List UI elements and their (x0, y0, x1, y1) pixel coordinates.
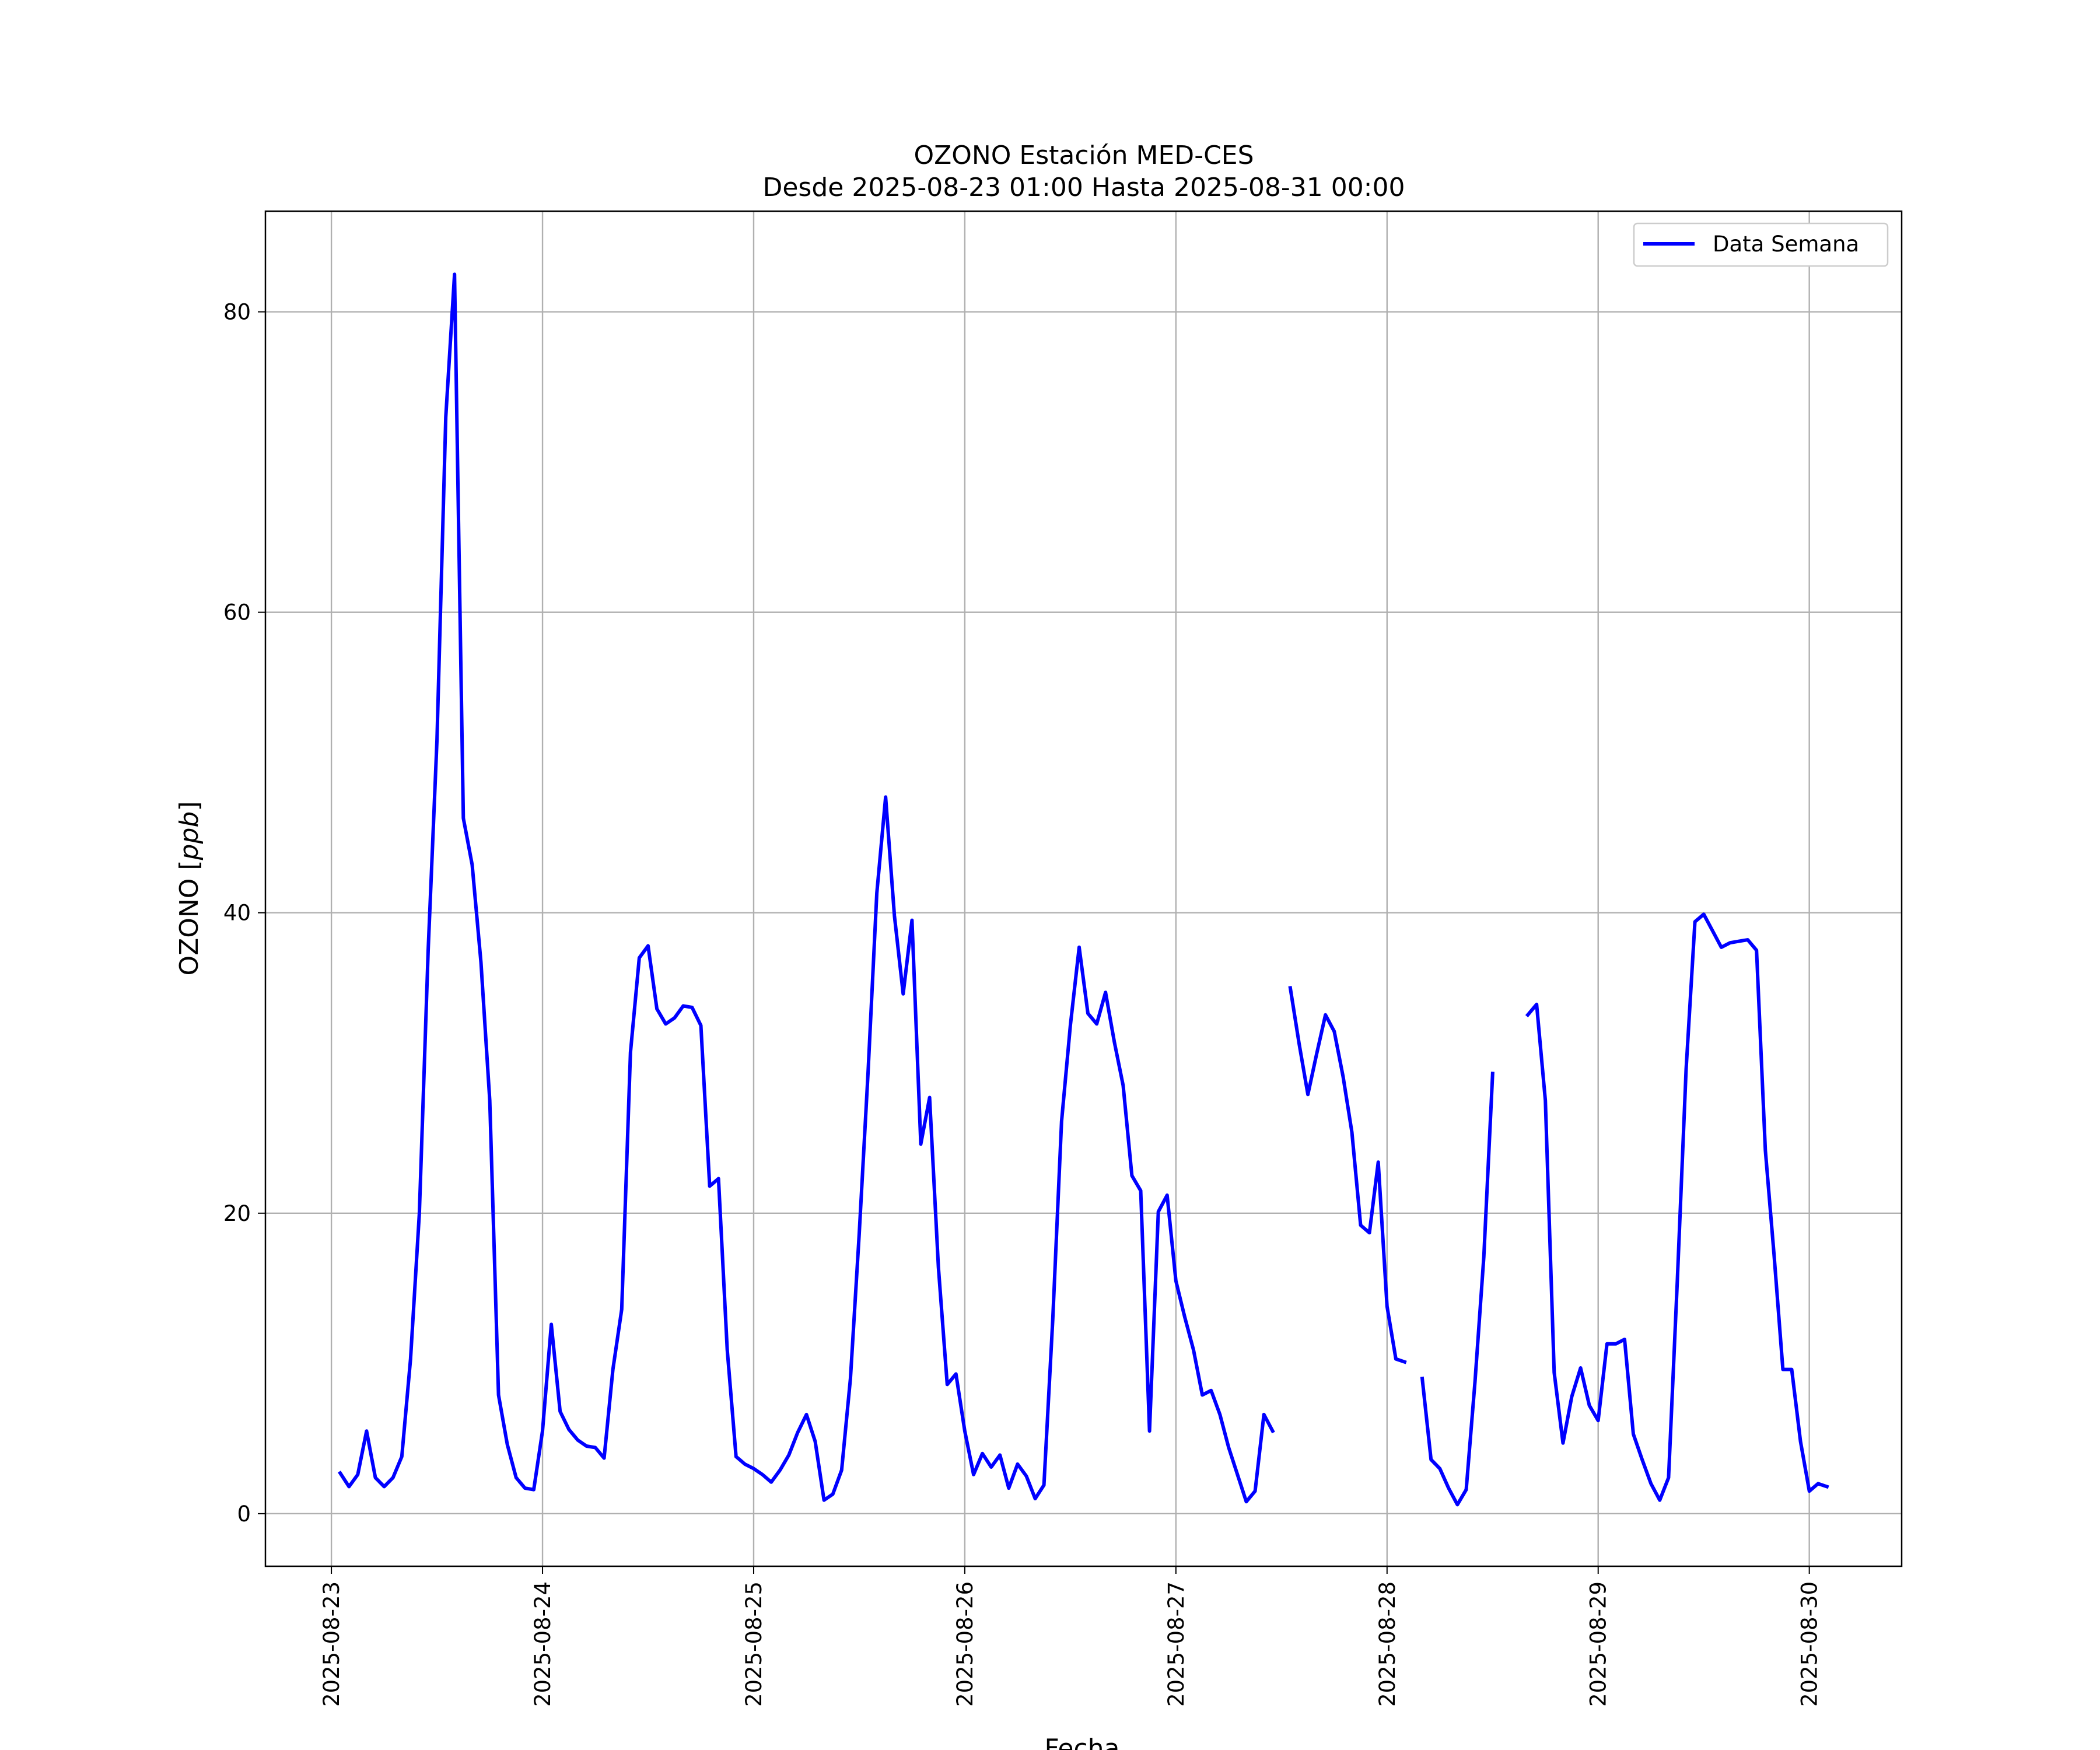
x-tick-label: 2025-08-26 (953, 1581, 978, 1707)
x-tick-label: 2025-08-30 (1797, 1581, 1822, 1707)
plot-frame (264, 210, 1903, 1567)
series-line-segment (1288, 986, 1407, 1364)
y-tick-label: 40 (223, 901, 251, 926)
chart-subtitle: Desde 2025-08-23 01:00 Hasta 2025-08-31 … (762, 173, 1405, 202)
chart-title: OZONO Estación MED-CES (914, 141, 1254, 170)
series-line-segment (1525, 912, 1829, 1502)
axis-ticks: 2025-08-23 2025-08-24 2025-08-25 2025-08-26… (223, 300, 1822, 1707)
y-tick-label: 80 (223, 300, 251, 325)
y-tick-label: 0 (237, 1502, 251, 1527)
legend: Data Semana (1633, 222, 1889, 267)
series-line-segment (338, 272, 1275, 1504)
x-tick-label: 2025-08-25 (741, 1581, 766, 1707)
legend-box (1633, 222, 1889, 267)
grid-lines (265, 211, 1902, 1566)
x-tick-label: 2025-08-24 (530, 1581, 555, 1707)
x-axis-label: Fecha (1044, 1734, 1119, 1750)
x-tick-label: 2025-08-29 (1586, 1581, 1611, 1707)
x-tick-label: 2025-08-28 (1375, 1581, 1400, 1707)
y-tick-label: 60 (223, 600, 251, 625)
y-axis-label-suffix: ] (174, 801, 204, 811)
series-line-segment (1420, 1072, 1494, 1507)
x-tick-label: 2025-08-27 (1164, 1581, 1189, 1707)
y-axis-label: OZONO [ppb] (174, 801, 204, 975)
series-data-semana (338, 272, 1829, 1507)
y-axis-label-prefix: OZONO [ (174, 860, 204, 975)
legend-label-data-semana: Data Semana (1713, 232, 1859, 257)
x-tick-label: 2025-08-23 (319, 1581, 344, 1707)
y-tick-label: 20 (223, 1201, 251, 1226)
y-axis-label-unit: ppb (174, 811, 204, 861)
